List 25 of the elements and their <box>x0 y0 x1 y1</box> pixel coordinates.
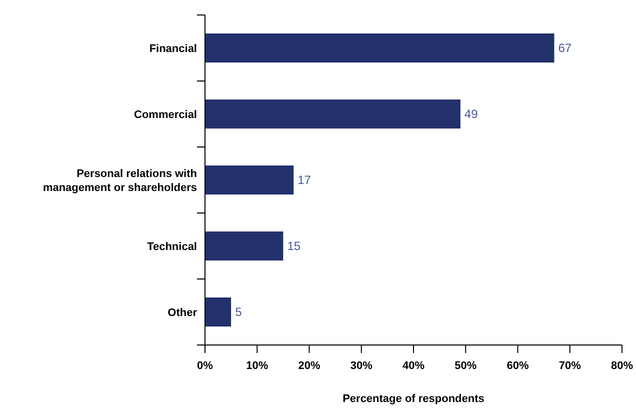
data-label: 67 <box>558 41 572 56</box>
x-axis-title: Percentage of respondents <box>342 393 484 405</box>
y-tick-label: Other <box>168 306 198 319</box>
data-label: 15 <box>287 239 301 254</box>
x-tick-label: 70% <box>558 360 582 372</box>
bar <box>205 231 284 261</box>
y-tick-label: Personal relations with management or shareholders <box>42 168 198 194</box>
x-tick-label: 30% <box>350 360 373 372</box>
x-tick-label: 60% <box>506 360 529 372</box>
bar <box>205 33 554 63</box>
data-label: 5 <box>235 305 242 320</box>
x-tick-label: 50% <box>454 360 477 372</box>
x-tick-label: 80% <box>610 360 634 372</box>
bar <box>205 297 232 327</box>
bar <box>205 99 460 129</box>
y-tick-label: Technical <box>147 240 197 253</box>
x-tick-label: 20% <box>298 360 320 372</box>
bar <box>205 165 294 195</box>
data-label: 17 <box>298 173 312 188</box>
y-tick-label: Financial <box>149 42 197 55</box>
x-tick-label: 10% <box>246 360 268 372</box>
x-tick-label: 40% <box>402 360 425 372</box>
x-tick-label: 0% <box>197 360 214 372</box>
data-label: 49 <box>464 107 478 122</box>
y-tick-label: Commercial <box>134 108 197 121</box>
